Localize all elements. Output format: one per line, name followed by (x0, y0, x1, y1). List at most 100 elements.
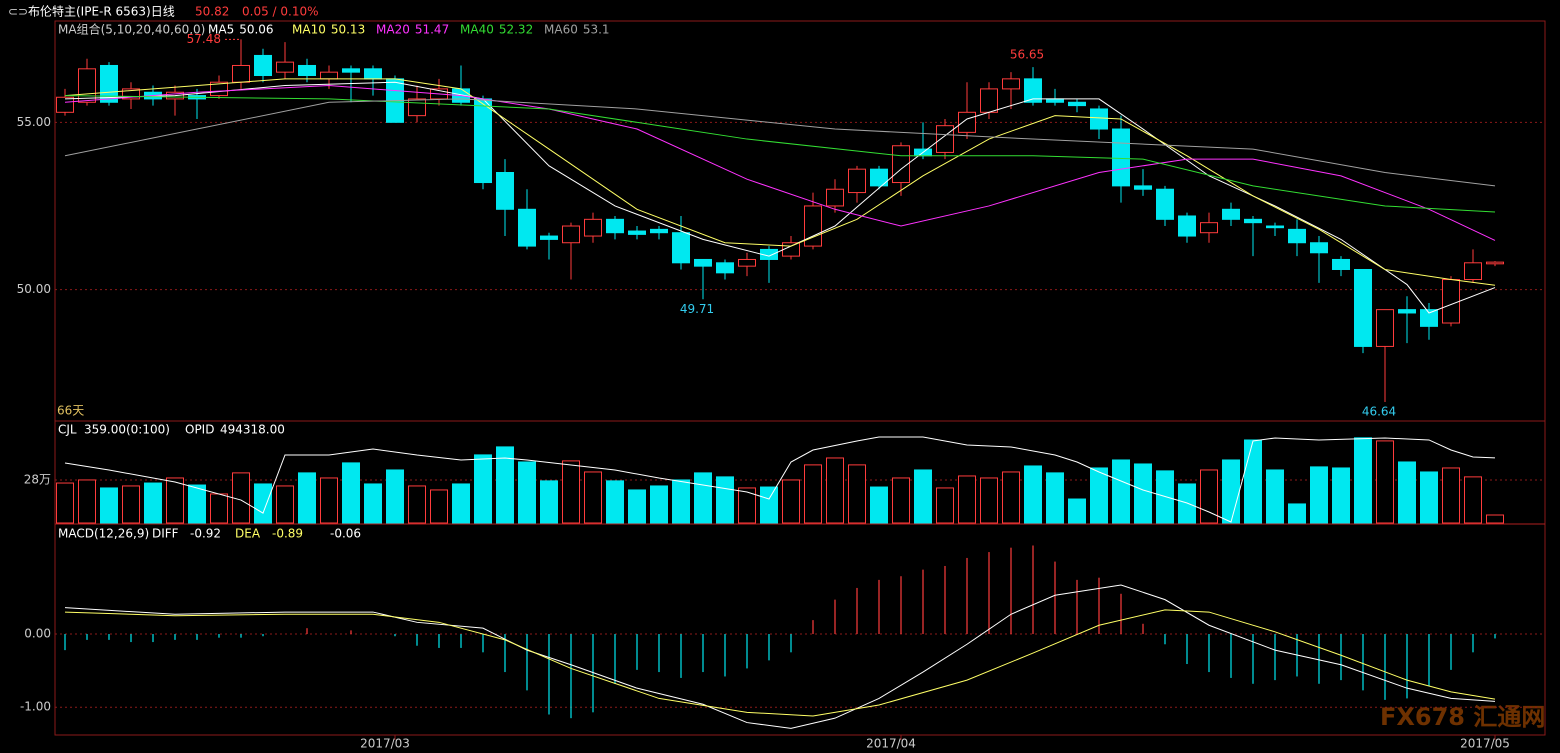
candle-body (1398, 309, 1416, 314)
volume-bar (958, 475, 976, 524)
candle-body (584, 218, 602, 237)
volume-bar (474, 454, 492, 524)
dea-name: DEA (235, 527, 261, 541)
volume-bar (1332, 467, 1350, 524)
dea-value: -0.89 (272, 527, 303, 541)
volume-bar (1442, 467, 1460, 524)
candle-body (320, 71, 338, 80)
volume-bar (1134, 463, 1152, 524)
legend-value: 50.06 (239, 23, 273, 37)
volume-bar (738, 487, 756, 524)
volume-bar (1486, 514, 1504, 524)
candle-body (804, 205, 822, 247)
volume-bar (1266, 469, 1284, 524)
volume-bar (320, 477, 338, 524)
volume-params: 359.00(0:100) (84, 423, 170, 437)
volume-bar (276, 485, 294, 524)
price-change: 0.05 / 0.10% (242, 5, 319, 19)
volume-bar (342, 462, 360, 524)
opid-name: OPID (185, 423, 214, 437)
indicator-line (64, 98, 1496, 187)
volume-bar (848, 464, 866, 524)
period-label: 66天 (57, 404, 84, 418)
x-tick-label: 2017/04 (866, 737, 916, 751)
volume-bar (760, 486, 778, 524)
candle-body (1046, 98, 1064, 103)
volume-bar (1112, 459, 1130, 524)
macd-title: MACD(12,26,9) (58, 527, 149, 541)
volume-bar (1222, 459, 1240, 524)
volume-bar (804, 464, 822, 524)
y-tick-label: 28万 (24, 472, 51, 486)
volume-bar (188, 484, 206, 524)
watermark: FX678 汇通网 (1380, 703, 1545, 731)
volume-bar (1464, 476, 1482, 524)
x-tick-label: 2017/03 (360, 737, 410, 751)
volume-title: CJL (58, 423, 77, 437)
candle-body (826, 188, 844, 207)
x-tick-label: 2017/05 (1460, 737, 1510, 751)
volume-bar (782, 479, 800, 524)
candle-body (606, 218, 624, 234)
candle-body (100, 64, 118, 103)
candle-body (1200, 222, 1218, 234)
icon: ⊂⊃ (8, 5, 28, 19)
volume-bar (1046, 472, 1064, 524)
volume-bar (1310, 466, 1328, 524)
candle-body (254, 54, 272, 77)
indicator-line (64, 436, 1496, 523)
volume-bar (254, 483, 272, 524)
volume-bar (364, 483, 382, 524)
candle-body (276, 61, 294, 73)
candle-body (738, 258, 756, 267)
volume-bar (628, 489, 646, 524)
volume-bar (606, 480, 624, 524)
candle-body (694, 258, 712, 267)
volume-bar (1090, 467, 1108, 524)
volume-bar (166, 477, 184, 524)
macd-value: -0.06 (330, 527, 361, 541)
candle-body (1068, 101, 1086, 107)
candle-body (342, 68, 360, 73)
volume-bar (210, 493, 228, 524)
chart-title: 布伦特主(IPE-R 6563)日线 (28, 4, 175, 19)
y-tick-label: 55.00 (17, 115, 51, 129)
candle-body (298, 64, 316, 77)
opid-value: 494318.00 (220, 423, 285, 437)
candle-body (782, 242, 800, 257)
volume-bar (78, 479, 96, 524)
candle-body (232, 64, 250, 83)
volume-bar (430, 489, 448, 524)
legend-value: 52.32 (499, 23, 533, 37)
candle-body (1090, 108, 1108, 130)
legend-title: MA组合(5,10,20,40,60,0) (58, 22, 205, 37)
candle-body (936, 125, 954, 153)
candle-body (1244, 218, 1262, 224)
candle-body (56, 96, 74, 113)
candle-body (1266, 225, 1284, 229)
volume-bar (496, 446, 514, 524)
annotation: 57.48 (187, 32, 221, 46)
volume-bar (716, 476, 734, 524)
diff-name: DIFF (152, 527, 179, 541)
candle-body (1222, 208, 1240, 220)
candle-body (672, 232, 690, 264)
indicator-line (64, 609, 1496, 717)
candle-body (716, 262, 734, 274)
legend-name: MA10 (292, 23, 326, 37)
annotation: 46.64 (1362, 404, 1396, 418)
candle-body (848, 168, 866, 194)
candle-body (364, 68, 382, 80)
legend-name: MA20 (376, 23, 410, 37)
volume-bar (914, 469, 932, 524)
volume-bar (1398, 461, 1416, 524)
legend-value: 53.1 (583, 23, 610, 37)
candle-body (1376, 309, 1394, 347)
volume-bar (144, 482, 162, 524)
candle-body (980, 88, 998, 113)
volume-bar (408, 485, 426, 524)
candle-body (1112, 128, 1130, 187)
candle-body (496, 172, 514, 210)
legend-name: MA5 (208, 23, 234, 37)
